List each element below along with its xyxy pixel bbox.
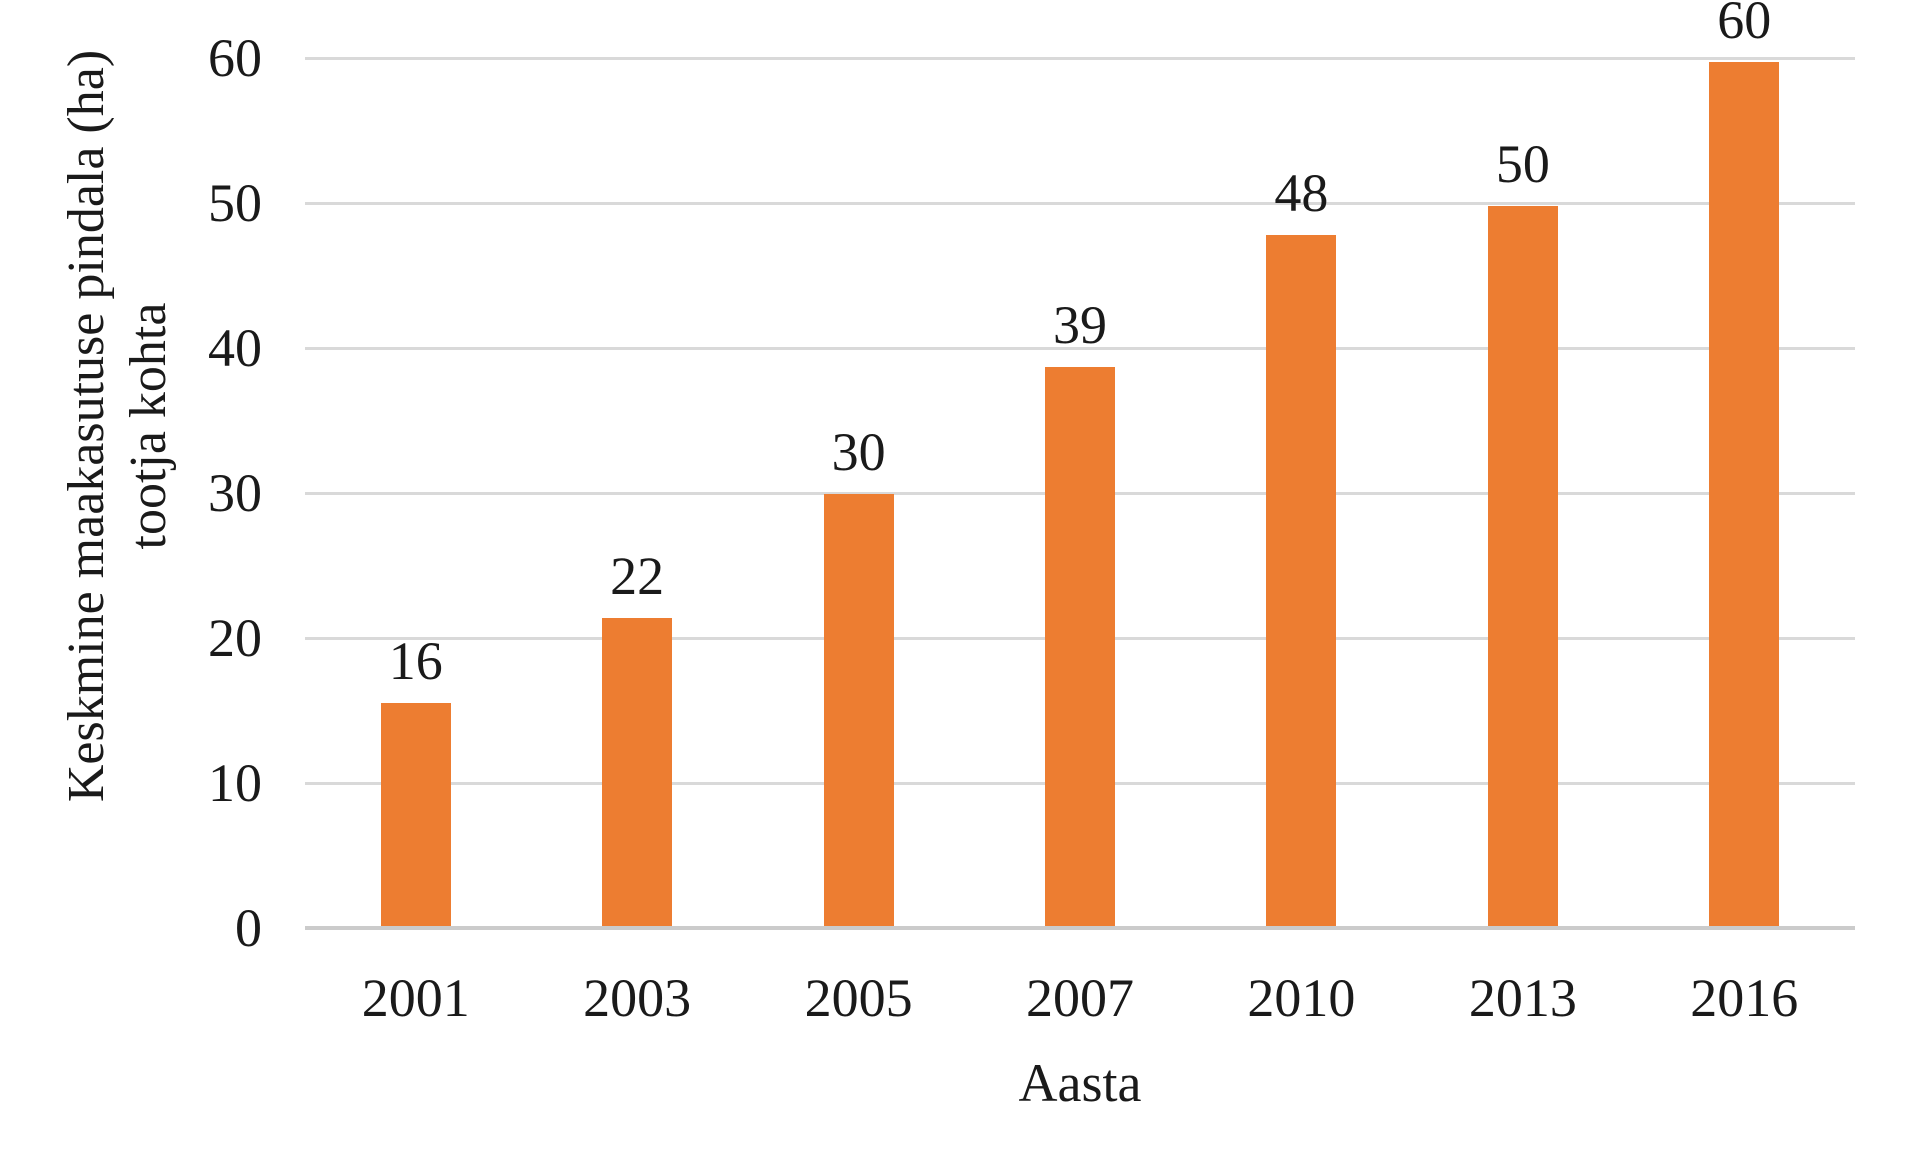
bar-value-label-2010: 48: [1274, 162, 1329, 223]
x-tick-label-2010: 2010: [1247, 968, 1356, 1028]
y-tick-label-20: 20: [208, 608, 262, 668]
y-tick-label-50: 50: [208, 173, 262, 233]
x-tick-label-2013: 2013: [1468, 968, 1577, 1028]
x-axis-title: Aasta: [1018, 1053, 1142, 1113]
bar-2001: [380, 703, 451, 928]
bar-2010: [1266, 234, 1337, 928]
gridline-y-60: [305, 56, 1855, 60]
bar-value-label-2005: 30: [831, 422, 886, 483]
bar-2007: [1045, 366, 1115, 928]
gridline-y-40: [305, 346, 1855, 350]
bar-2013: [1487, 205, 1558, 928]
bar-value-label-2001: 16: [388, 631, 443, 692]
y-tick-label-40: 40: [208, 318, 262, 378]
y-tick-label-30: 30: [208, 463, 262, 523]
x-tick-label-2005: 2005: [804, 968, 913, 1028]
x-tick-label-2001: 2001: [361, 968, 470, 1028]
y-tick-label-10: 10: [208, 753, 262, 813]
x-axis-baseline: [305, 926, 1855, 930]
bar-2005: [823, 494, 894, 928]
x-tick-label-2007: 2007: [1026, 968, 1134, 1028]
bar-2003: [602, 617, 673, 928]
bar-value-label-2013: 50: [1495, 133, 1550, 194]
x-tick-label-2016: 2016: [1690, 968, 1799, 1028]
bar-2016: [1709, 62, 1780, 928]
bar-value-label-2016: 60: [1717, 0, 1772, 51]
y-axis-title-line1: Keskmine maakasutuse pindala (ha): [58, 49, 115, 803]
y-tick-label-0: 0: [235, 898, 262, 958]
bar-value-label-2003: 22: [610, 545, 665, 606]
gridline-y-50: [305, 201, 1855, 205]
bar-value-label-2007: 39: [1053, 294, 1107, 355]
y-tick-label-60: 60: [208, 28, 262, 88]
x-tick-label-2003: 2003: [583, 968, 692, 1028]
